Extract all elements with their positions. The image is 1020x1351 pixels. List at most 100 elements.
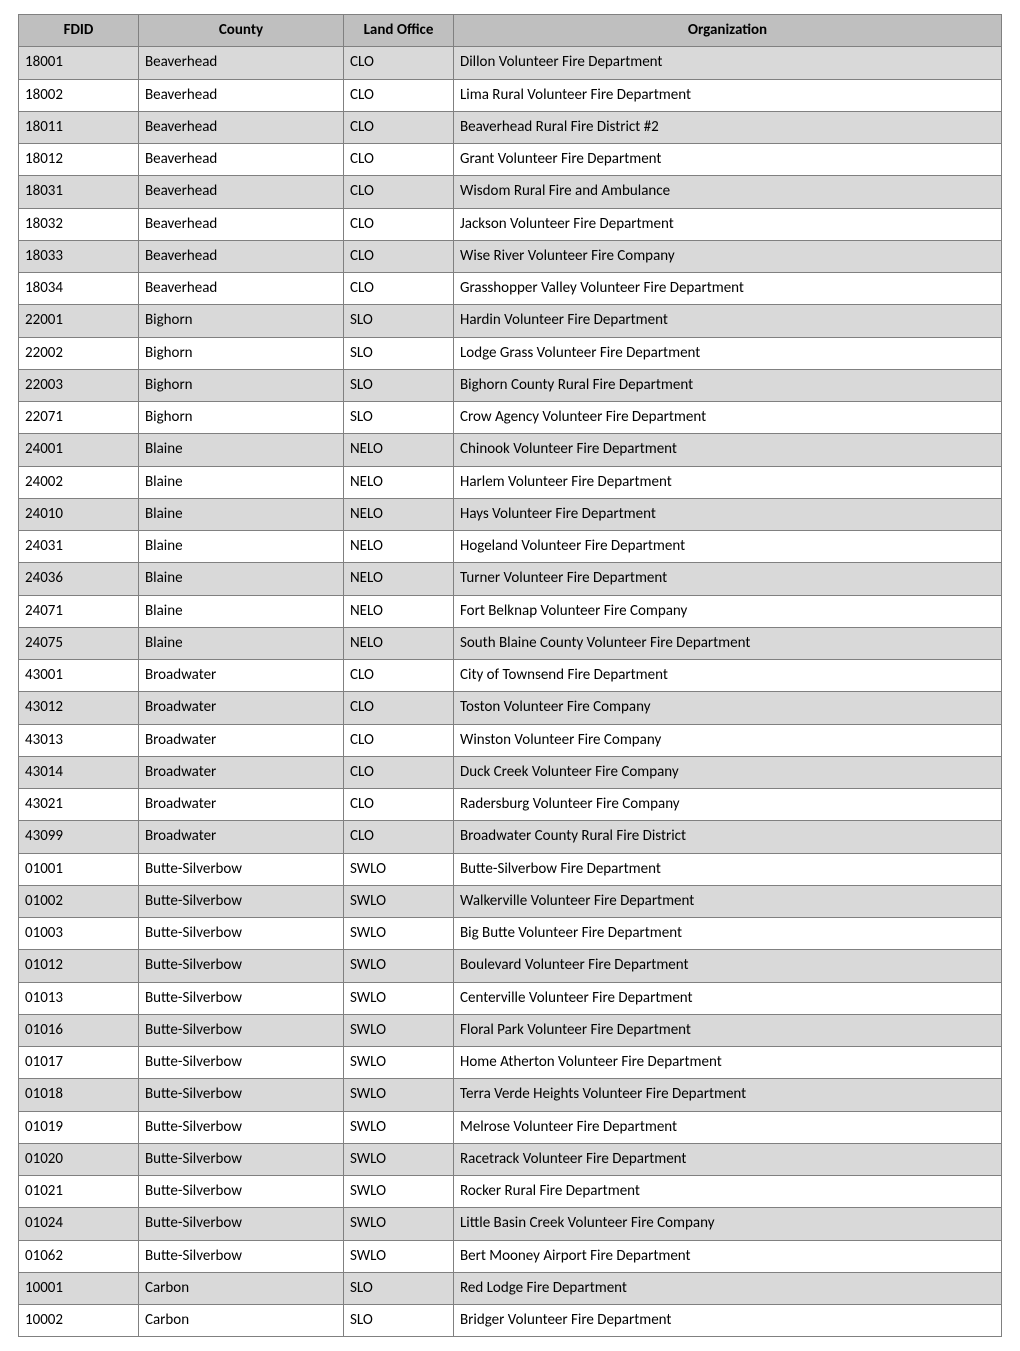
cell-fdid: 22071: [19, 402, 139, 434]
table-row: 18011BeaverheadCLOBeaverhead Rural Fire …: [19, 111, 1002, 143]
cell-county: Carbon: [139, 1305, 344, 1337]
cell-county: Broadwater: [139, 789, 344, 821]
cell-fdid: 01002: [19, 885, 139, 917]
cell-county: Butte-Silverbow: [139, 1047, 344, 1079]
cell-fdid: 22001: [19, 305, 139, 337]
cell-land-office: SWLO: [344, 1143, 454, 1175]
cell-county: Butte-Silverbow: [139, 1208, 344, 1240]
cell-fdid: 22002: [19, 337, 139, 369]
cell-county: Beaverhead: [139, 79, 344, 111]
cell-land-office: SLO: [344, 369, 454, 401]
cell-county: Blaine: [139, 466, 344, 498]
cell-fdid: 24071: [19, 595, 139, 627]
cell-land-office: SWLO: [344, 1240, 454, 1272]
cell-land-office: CLO: [344, 692, 454, 724]
cell-land-office: CLO: [344, 821, 454, 853]
cell-organization: Grasshopper Valley Volunteer Fire Depart…: [454, 273, 1002, 305]
cell-land-office: SWLO: [344, 885, 454, 917]
cell-county: Broadwater: [139, 692, 344, 724]
table-row: 18034BeaverheadCLOGrasshopper Valley Vol…: [19, 273, 1002, 305]
table-header-row: FDID County Land Office Organization: [19, 15, 1002, 47]
table-body: 18001BeaverheadCLODillon Volunteer Fire …: [19, 47, 1002, 1337]
table-row: 43099BroadwaterCLOBroadwater County Rura…: [19, 821, 1002, 853]
cell-organization: Radersburg Volunteer Fire Company: [454, 789, 1002, 821]
cell-organization: Floral Park Volunteer Fire Department: [454, 1014, 1002, 1046]
cell-organization: Hogeland Volunteer Fire Department: [454, 531, 1002, 563]
cell-fdid: 01019: [19, 1111, 139, 1143]
cell-land-office: NELO: [344, 627, 454, 659]
cell-fdid: 18001: [19, 47, 139, 79]
cell-organization: Jackson Volunteer Fire Department: [454, 208, 1002, 240]
cell-land-office: SWLO: [344, 1014, 454, 1046]
cell-county: Beaverhead: [139, 111, 344, 143]
cell-organization: Turner Volunteer Fire Department: [454, 563, 1002, 595]
cell-organization: Hardin Volunteer Fire Department: [454, 305, 1002, 337]
cell-fdid: 01020: [19, 1143, 139, 1175]
cell-land-office: SWLO: [344, 1047, 454, 1079]
cell-organization: Wise River Volunteer Fire Company: [454, 240, 1002, 272]
table-row: 01024Butte-SilverbowSWLOLittle Basin Cre…: [19, 1208, 1002, 1240]
table-row: 24031BlaineNELOHogeland Volunteer Fire D…: [19, 531, 1002, 563]
cell-county: Blaine: [139, 627, 344, 659]
cell-organization: Bert Mooney Airport Fire Department: [454, 1240, 1002, 1272]
cell-county: Beaverhead: [139, 144, 344, 176]
cell-fdid: 10001: [19, 1272, 139, 1304]
cell-organization: Toston Volunteer Fire Company: [454, 692, 1002, 724]
cell-land-office: NELO: [344, 595, 454, 627]
cell-land-office: SLO: [344, 402, 454, 434]
cell-organization: City of Townsend Fire Department: [454, 660, 1002, 692]
cell-fdid: 24002: [19, 466, 139, 498]
cell-land-office: SLO: [344, 1272, 454, 1304]
cell-organization: Lodge Grass Volunteer Fire Department: [454, 337, 1002, 369]
cell-fdid: 01018: [19, 1079, 139, 1111]
cell-land-office: SLO: [344, 305, 454, 337]
cell-fdid: 24075: [19, 627, 139, 659]
cell-land-office: CLO: [344, 79, 454, 111]
cell-fdid: 22003: [19, 369, 139, 401]
table-row: 01021Butte-SilverbowSWLORocker Rural Fir…: [19, 1176, 1002, 1208]
cell-county: Beaverhead: [139, 176, 344, 208]
page-container: FDID County Land Office Organization 180…: [0, 0, 1020, 1351]
table-row: 01016Butte-SilverbowSWLOFloral Park Volu…: [19, 1014, 1002, 1046]
cell-land-office: CLO: [344, 208, 454, 240]
table-row: 43014BroadwaterCLODuck Creek Volunteer F…: [19, 756, 1002, 788]
cell-fdid: 43014: [19, 756, 139, 788]
cell-land-office: CLO: [344, 724, 454, 756]
cell-land-office: CLO: [344, 756, 454, 788]
cell-organization: Crow Agency Volunteer Fire Department: [454, 402, 1002, 434]
cell-county: Beaverhead: [139, 208, 344, 240]
table-row: 01001Butte-SilverbowSWLOButte-Silverbow …: [19, 853, 1002, 885]
cell-organization: Bighorn County Rural Fire Department: [454, 369, 1002, 401]
cell-county: Butte-Silverbow: [139, 950, 344, 982]
table-row: 01012Butte-SilverbowSWLOBoulevard Volunt…: [19, 950, 1002, 982]
cell-county: Butte-Silverbow: [139, 1014, 344, 1046]
cell-organization: Rocker Rural Fire Department: [454, 1176, 1002, 1208]
cell-organization: Centerville Volunteer Fire Department: [454, 982, 1002, 1014]
cell-land-office: NELO: [344, 498, 454, 530]
cell-land-office: SWLO: [344, 950, 454, 982]
cell-fdid: 01062: [19, 1240, 139, 1272]
table-row: 18033BeaverheadCLOWise River Volunteer F…: [19, 240, 1002, 272]
cell-county: Butte-Silverbow: [139, 1079, 344, 1111]
table-row: 43001BroadwaterCLOCity of Townsend Fire …: [19, 660, 1002, 692]
cell-land-office: CLO: [344, 273, 454, 305]
col-header-fdid: FDID: [19, 15, 139, 47]
cell-organization: Walkerville Volunteer Fire Department: [454, 885, 1002, 917]
cell-county: Beaverhead: [139, 273, 344, 305]
col-header-land-office: Land Office: [344, 15, 454, 47]
cell-organization: Melrose Volunteer Fire Department: [454, 1111, 1002, 1143]
cell-organization: Racetrack Volunteer Fire Department: [454, 1143, 1002, 1175]
col-header-organization: Organization: [454, 15, 1002, 47]
cell-fdid: 18002: [19, 79, 139, 111]
table-row: 01002Butte-SilverbowSWLOWalkerville Volu…: [19, 885, 1002, 917]
cell-organization: Dillon Volunteer Fire Department: [454, 47, 1002, 79]
cell-land-office: CLO: [344, 111, 454, 143]
cell-county: Butte-Silverbow: [139, 1111, 344, 1143]
cell-fdid: 24001: [19, 434, 139, 466]
table-row: 22071BighornSLOCrow Agency Volunteer Fir…: [19, 402, 1002, 434]
cell-organization: Bridger Volunteer Fire Department: [454, 1305, 1002, 1337]
cell-fdid: 01001: [19, 853, 139, 885]
cell-land-office: NELO: [344, 531, 454, 563]
cell-land-office: SWLO: [344, 982, 454, 1014]
cell-organization: Chinook Volunteer Fire Department: [454, 434, 1002, 466]
